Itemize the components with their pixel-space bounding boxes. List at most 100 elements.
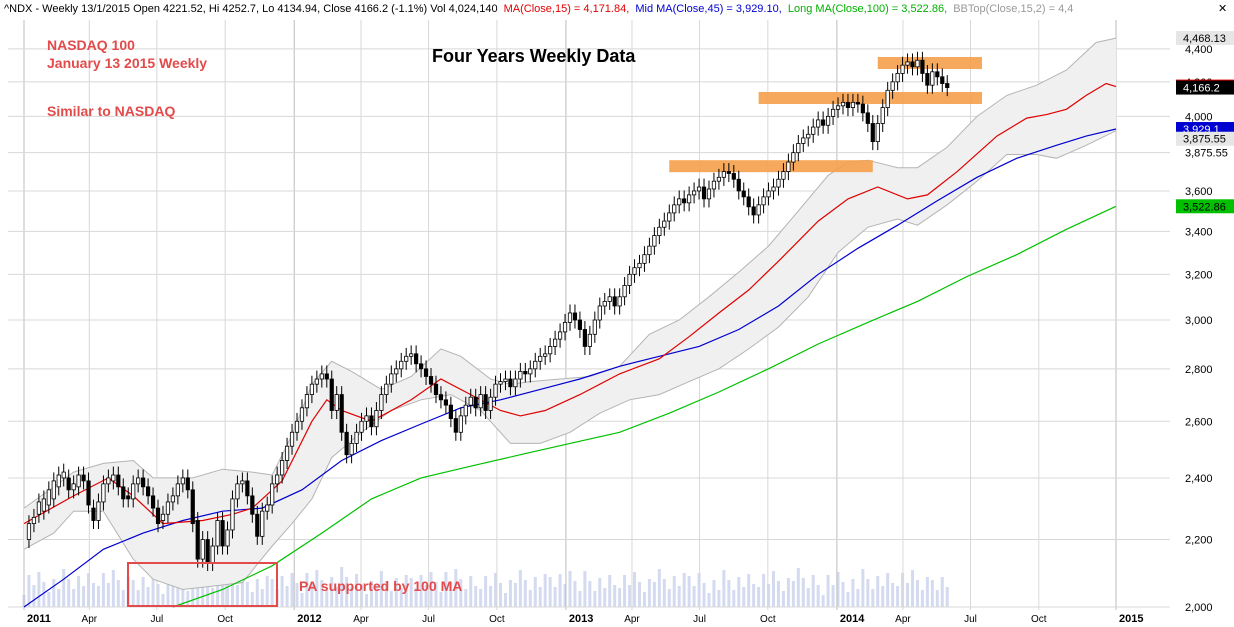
candle-body	[76, 474, 81, 488]
candle-body	[746, 196, 751, 208]
candle-body	[225, 529, 230, 547]
volume-bar	[508, 580, 512, 607]
candle-body	[418, 363, 424, 370]
x-tick-label: Oct	[1031, 614, 1047, 625]
volume-bar	[191, 578, 195, 607]
candle-body	[51, 480, 56, 500]
volume-bar	[603, 588, 607, 607]
volume-bar	[151, 574, 155, 607]
annotation-similar: Similar to NASDAQ	[47, 103, 175, 119]
candle-body	[289, 431, 295, 447]
volume-bar	[404, 575, 408, 607]
x-tick-label: Apr	[82, 614, 98, 625]
candle-body	[329, 378, 334, 411]
volume-bar	[330, 577, 334, 607]
price-label: 3,875.55	[1183, 134, 1226, 146]
candle-body	[160, 513, 166, 521]
candle-body	[567, 312, 573, 323]
volume-bar	[459, 579, 463, 607]
volume-bar	[121, 590, 125, 607]
volume-bar	[513, 583, 517, 607]
candle-body	[71, 483, 76, 491]
candle-body	[121, 486, 126, 500]
candle-body	[255, 513, 260, 537]
volume-bar	[449, 582, 453, 607]
candle-body	[170, 495, 176, 503]
volume-bar	[687, 576, 691, 607]
volume-bar	[62, 569, 66, 607]
candle-body	[369, 415, 374, 428]
volume-bar	[930, 580, 934, 607]
candle-body	[91, 507, 96, 521]
candle-body	[915, 59, 920, 68]
volume-bar	[533, 577, 537, 607]
candle-body	[513, 378, 518, 388]
volume-bar	[568, 571, 572, 607]
volume-bar	[558, 574, 562, 607]
candle-body	[463, 404, 468, 417]
volume-bar	[325, 590, 329, 607]
candle-body	[508, 378, 513, 388]
candle-body	[423, 368, 429, 377]
candle-body	[250, 495, 255, 515]
candle-body	[776, 178, 781, 188]
candle-body	[136, 477, 141, 485]
x-tick-label: Jul	[964, 614, 977, 625]
volume-bar	[583, 571, 587, 607]
price-label-box	[1176, 131, 1234, 146]
candle-body	[428, 376, 434, 385]
volume-bar	[618, 588, 622, 607]
candle-body	[865, 112, 870, 124]
candle-body	[875, 123, 880, 142]
header-close-icon[interactable]: ✕	[1218, 3, 1227, 15]
candle-body	[935, 71, 940, 78]
price-label: 4,166.2	[1183, 83, 1220, 95]
volume-bar	[677, 586, 681, 607]
candle-body	[448, 404, 453, 419]
volume-bar	[240, 572, 244, 607]
volume-bar	[226, 572, 230, 607]
volume-bar	[652, 582, 656, 607]
volume-bar	[925, 577, 929, 607]
candle-body	[840, 101, 846, 107]
x-tick-label: Oct	[760, 614, 776, 625]
x-tick-label: 2011	[27, 613, 51, 625]
candle-body	[260, 510, 265, 537]
candle-body	[126, 495, 131, 500]
y-tick-label: 2,400	[1185, 473, 1213, 485]
annotation-index-name: NASDAQ 100	[47, 37, 135, 53]
candle-body	[706, 188, 712, 200]
volume-bar	[543, 574, 547, 607]
x-tick-label: Oct	[489, 614, 505, 625]
candle-body	[617, 296, 622, 307]
y-tick-label: 2,200	[1185, 535, 1213, 547]
volume-bar	[47, 592, 51, 607]
volume-bar	[464, 589, 468, 607]
candle-body	[294, 420, 300, 433]
candle-body	[26, 523, 32, 540]
volume-bar	[136, 590, 140, 607]
volume-bar	[345, 577, 349, 607]
candle-body	[657, 226, 662, 236]
volume-bar	[628, 585, 632, 607]
candle-body	[319, 373, 324, 380]
volume-bar	[374, 584, 378, 607]
volume-bar	[221, 585, 225, 607]
candle-body	[180, 477, 185, 485]
volume-bar	[593, 591, 597, 607]
volume-bar	[806, 588, 810, 607]
candle-body	[711, 180, 717, 190]
volume-bar	[429, 572, 433, 607]
volume-bar	[851, 579, 855, 607]
candle-body	[240, 480, 245, 485]
volume-bar	[747, 574, 751, 607]
candle-body	[860, 103, 865, 114]
volume-bar	[176, 571, 180, 607]
volume-bar	[692, 586, 696, 607]
volume-bar	[27, 575, 31, 607]
volume-bar	[394, 578, 398, 607]
candle-body	[389, 373, 394, 385]
candle-body	[855, 101, 860, 105]
volume-bar	[598, 578, 602, 607]
candle-body	[66, 477, 71, 491]
